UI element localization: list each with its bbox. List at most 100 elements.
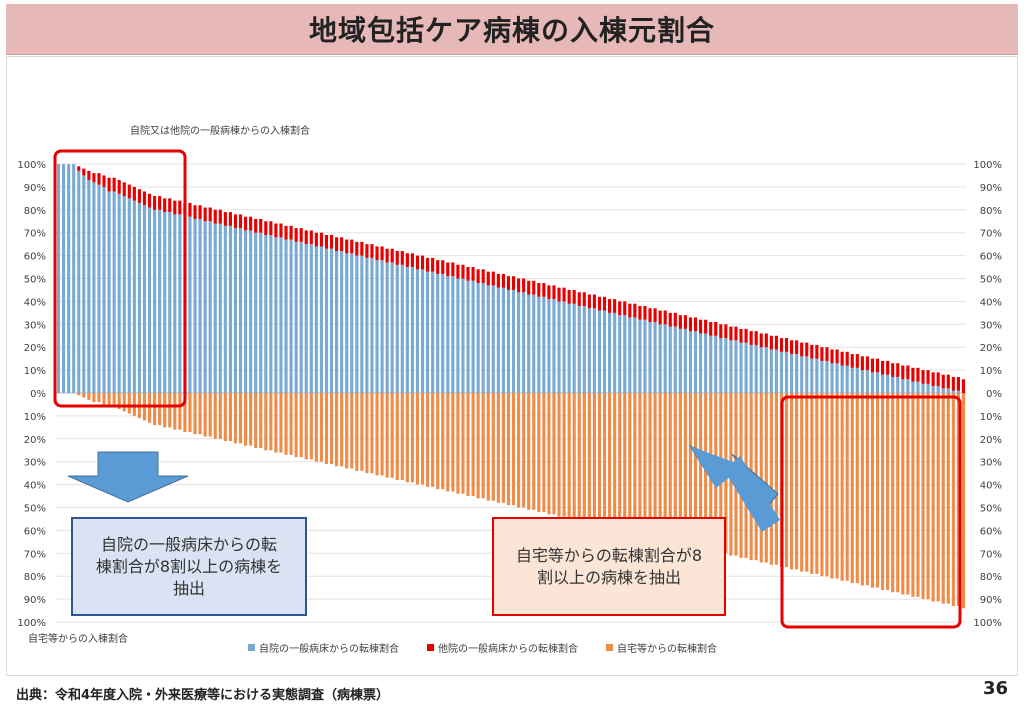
bar-own-general xyxy=(643,319,647,393)
bar-home xyxy=(511,393,516,506)
bar-other-general xyxy=(886,360,890,375)
bar-own-general xyxy=(264,234,268,393)
bar-home xyxy=(774,393,778,565)
bar-other-general xyxy=(380,246,384,261)
bar-own-general xyxy=(274,237,278,393)
bar-other-general xyxy=(577,292,581,306)
y-tick-label-left: 30% xyxy=(24,458,46,469)
y-tick-label-right: 30% xyxy=(980,320,1002,331)
bar-own-general xyxy=(648,322,652,393)
bar-home xyxy=(683,393,687,545)
bar-other-general xyxy=(335,237,339,252)
bar-own-general xyxy=(72,164,76,393)
bar-home xyxy=(668,393,672,542)
bar-own-general xyxy=(673,326,677,393)
bar-other-general xyxy=(881,360,885,375)
bar-other-general xyxy=(951,376,955,391)
bar-home xyxy=(375,393,379,476)
bar-home xyxy=(643,393,647,535)
left-callout-box: 自院の一般病床からの転 棟割合が8割以上の病棟を 抽出 xyxy=(71,517,307,616)
bar-home xyxy=(835,393,839,579)
bar-other-general xyxy=(754,331,758,345)
bar-other-general xyxy=(304,230,308,245)
bar-home xyxy=(441,393,445,490)
bar-home xyxy=(496,393,500,503)
bar-own-general xyxy=(906,379,910,393)
bar-home xyxy=(335,393,339,467)
bar-other-general xyxy=(158,196,162,210)
bar-own-general xyxy=(62,164,66,393)
bar-own-general xyxy=(537,296,541,393)
bar-home xyxy=(830,393,834,579)
bar-own-general xyxy=(835,363,839,393)
bar-own-general xyxy=(850,367,854,393)
bar-other-general xyxy=(557,287,561,302)
bar-other-general xyxy=(790,340,794,355)
bar-other-general xyxy=(714,322,718,336)
bar-home xyxy=(188,393,192,432)
bar-own-general xyxy=(800,356,804,393)
bar-home xyxy=(461,393,465,494)
bar-home xyxy=(153,393,157,426)
bar-other-general xyxy=(769,335,773,350)
bar-home xyxy=(577,393,581,522)
bar-other-general xyxy=(203,207,207,222)
bar-own-general xyxy=(208,221,212,393)
bar-home xyxy=(542,393,546,513)
bar-other-general xyxy=(299,228,303,242)
bar-other-general xyxy=(436,260,440,274)
bar-home xyxy=(936,393,940,602)
y-tick-label-left: 0% xyxy=(30,389,46,400)
bar-other-general xyxy=(92,173,96,183)
bar-other-general xyxy=(319,232,323,247)
bar-other-general xyxy=(107,177,111,192)
y-tick-label-right: 80% xyxy=(980,572,1002,583)
bar-other-general xyxy=(370,244,374,258)
bar-own-general xyxy=(132,200,136,393)
bar-home xyxy=(284,393,288,455)
bar-home xyxy=(875,393,880,588)
y-tick-label-right: 10% xyxy=(980,412,1002,423)
bar-own-general xyxy=(289,239,293,393)
bar-home xyxy=(203,393,207,437)
bar-home xyxy=(365,393,369,474)
bar-home xyxy=(658,393,662,540)
bar-own-general xyxy=(375,260,379,393)
diagonal-arrow-head-icon xyxy=(690,446,744,488)
bar-other-general xyxy=(284,225,288,240)
bar-other-general xyxy=(122,182,126,197)
bar-own-general xyxy=(916,381,920,393)
bar-other-general xyxy=(218,209,222,224)
bar-other-general xyxy=(613,299,617,313)
bar-home xyxy=(946,393,950,604)
bar-home xyxy=(329,393,334,464)
bar-own-general xyxy=(213,223,217,393)
bar-other-general xyxy=(451,262,455,277)
bar-other-general xyxy=(314,232,318,247)
bar-home xyxy=(693,393,698,547)
bar-own-general xyxy=(491,285,495,393)
bar-home xyxy=(264,393,268,451)
bar-own-general xyxy=(517,292,521,393)
bottom-axis-title: 自宅等からの入棟割合 xyxy=(28,634,128,645)
bar-home xyxy=(921,393,925,600)
bar-own-general xyxy=(628,317,632,393)
bar-other-general xyxy=(188,202,192,217)
bar-home xyxy=(274,393,278,453)
bar-own-general xyxy=(896,376,900,393)
bar-home xyxy=(820,393,824,577)
bar-home xyxy=(436,393,440,490)
bar-other-general xyxy=(739,328,743,343)
bar-home xyxy=(537,393,541,513)
bar-other-general xyxy=(587,294,591,309)
bar-home xyxy=(552,393,556,515)
bar-other-general xyxy=(532,280,536,295)
bar-home xyxy=(517,393,521,508)
bar-other-general xyxy=(178,200,182,215)
bar-own-general xyxy=(345,253,349,393)
bar-other-general xyxy=(931,372,935,387)
bar-own-general xyxy=(511,289,516,393)
bar-home xyxy=(562,393,566,517)
bar-other-general xyxy=(410,253,414,268)
bar-own-general xyxy=(739,342,743,393)
